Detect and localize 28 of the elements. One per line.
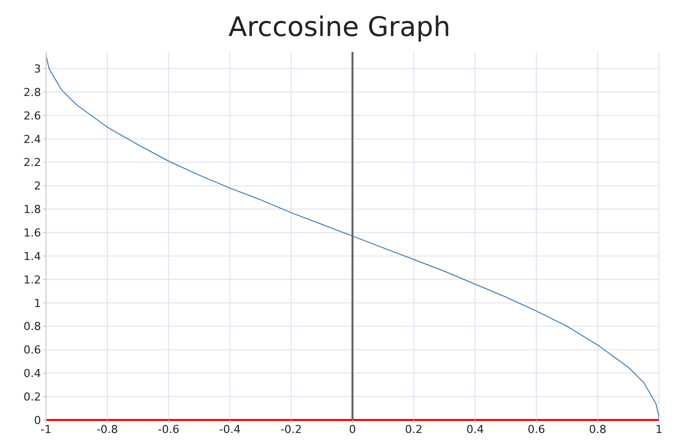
y-tick-label: 0.6 [24, 344, 41, 357]
y-tick-label: 0.8 [24, 320, 41, 334]
x-tick-label: -0.2 [280, 422, 302, 436]
y-tick-label: 2.2 [24, 156, 41, 170]
x-tick-label: 0.4 [466, 422, 484, 436]
y-tick-label: 2.4 [24, 132, 41, 146]
y-tick-label: 2.6 [24, 109, 41, 122]
y-tick-label: 1.8 [24, 203, 41, 216]
x-tick-label: 0.8 [588, 422, 606, 436]
y-tick-label: 2.8 [24, 86, 41, 99]
y-tick-label: 1.2 [24, 273, 41, 286]
x-tick-label: -1 [40, 422, 52, 436]
y-tick-label: 1.4 [24, 250, 41, 263]
x-tick-label: 0 [349, 422, 356, 436]
y-tick-label: 1 [34, 296, 41, 310]
chart-title: Arccosine Graph [228, 11, 452, 45]
y-tick-label: 0.4 [24, 367, 41, 380]
y-tick-label: 0 [34, 414, 41, 427]
y-tick-label: 0.2 [24, 390, 41, 404]
x-tick-label: -0.4 [219, 422, 241, 436]
x-tick-label: -0.6 [158, 422, 180, 436]
y-tick-label: 1.6 [24, 226, 41, 240]
x-tick-label: 1 [656, 422, 662, 436]
y-tick-label: 2 [34, 180, 41, 193]
x-tick-label: 0.2 [405, 422, 423, 436]
y-tick-label: 3 [34, 62, 41, 76]
x-tick-label: -0.8 [96, 422, 118, 436]
x-tick-label: 0.6 [528, 422, 546, 436]
